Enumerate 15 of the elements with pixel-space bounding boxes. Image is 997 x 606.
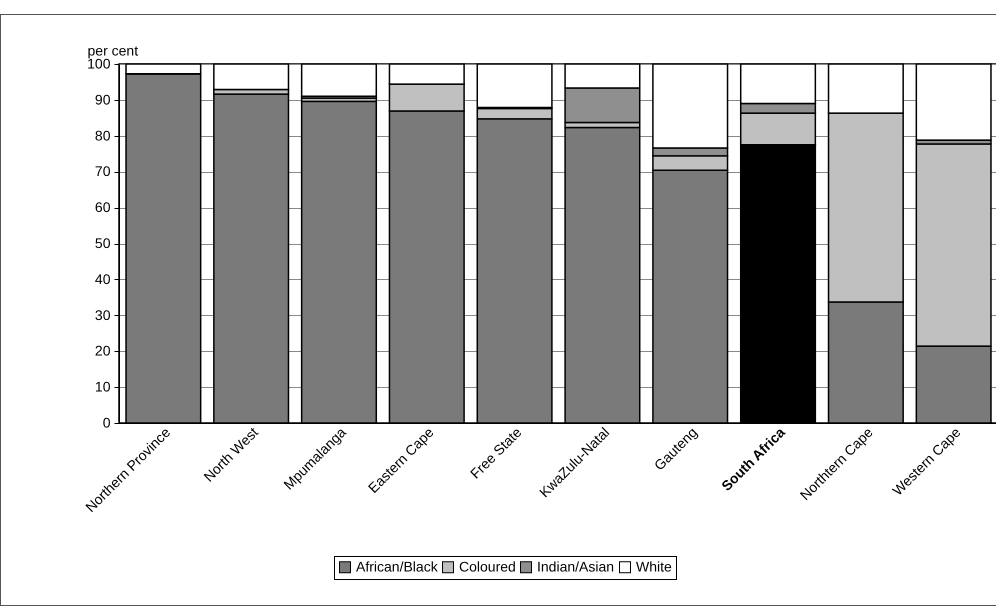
y-tick-label: 70 bbox=[94, 163, 111, 180]
legend-label: Coloured bbox=[459, 558, 516, 574]
y-tick-label: 30 bbox=[94, 306, 111, 323]
y-tick-label: 10 bbox=[94, 378, 111, 395]
y-tick-label: 50 bbox=[94, 235, 111, 251]
legend-label: African/Black bbox=[356, 558, 439, 574]
y-tick-label: 20 bbox=[94, 342, 111, 359]
y-tick-label: 40 bbox=[94, 270, 111, 287]
legend-label: Indian/Asian bbox=[537, 558, 614, 574]
y-tick-label: 90 bbox=[94, 91, 111, 108]
y-tick-label: 0 bbox=[102, 414, 111, 430]
legend-label: White bbox=[636, 558, 672, 574]
y-tick-label: 60 bbox=[94, 199, 111, 216]
y-axis-title: per cent bbox=[88, 42, 138, 58]
y-tick-label: 80 bbox=[94, 127, 111, 144]
